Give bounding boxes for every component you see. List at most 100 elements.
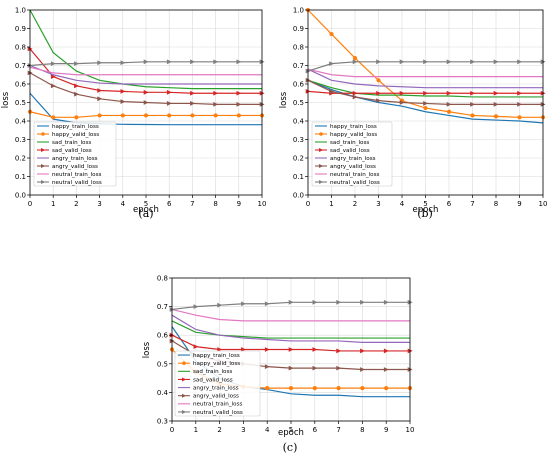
data-point — [423, 105, 428, 111]
legend-marker — [319, 148, 324, 152]
x-tick-label: 9 — [517, 200, 521, 208]
data-point — [517, 101, 523, 107]
x-tick-label: 1 — [51, 200, 55, 208]
data-point — [423, 90, 429, 96]
series-line — [29, 9, 262, 90]
panel-caption: (a) — [138, 207, 153, 220]
data-point — [74, 115, 79, 120]
data-point — [493, 59, 499, 65]
y-tick-label: 1.0 — [293, 7, 304, 15]
legend-label: happy_train_loss — [330, 124, 377, 130]
x-tick-label: 5 — [423, 200, 427, 208]
data-point — [120, 89, 126, 94]
data-point — [493, 101, 499, 107]
y-tick-label: 0.0 — [15, 192, 26, 200]
data-point — [376, 98, 382, 104]
x-tick-label: 4 — [265, 426, 270, 434]
y-axis-label: loss — [279, 91, 289, 108]
series-line — [307, 79, 543, 98]
legend-marker — [41, 164, 46, 168]
y-tick-label: 0.5 — [15, 99, 26, 107]
legend-label: happy_valid_loss — [330, 132, 377, 138]
x-tick-label: 0 — [170, 426, 174, 434]
data-point — [190, 90, 195, 96]
data-point — [470, 90, 476, 96]
legend-label: neutral_valid_loss — [52, 180, 102, 186]
x-tick-label: 9 — [237, 200, 241, 208]
legend-label: angry_train_loss — [52, 156, 98, 162]
y-tick-label: 0.8 — [15, 44, 26, 52]
data-point — [74, 83, 79, 89]
x-tick-label: 3 — [241, 426, 245, 434]
data-point — [360, 367, 365, 372]
data-point — [336, 348, 342, 354]
x-axis-label: epoch — [278, 428, 304, 438]
x-tick-label: 0 — [28, 200, 32, 208]
legend-label: sad_valid_loss — [193, 377, 233, 383]
legend-label: happy_valid_loss — [193, 361, 240, 367]
x-tick-label: 4 — [121, 200, 126, 208]
x-tick-label: 9 — [384, 426, 388, 434]
data-point — [470, 101, 476, 107]
legend-label: angry_train_loss — [330, 156, 376, 162]
x-tick-label: 10 — [258, 200, 267, 208]
legend-label: sad_train_loss — [193, 369, 232, 375]
data-point — [166, 59, 172, 65]
data-point — [312, 386, 317, 391]
data-point — [120, 99, 126, 104]
legend-box — [311, 121, 393, 187]
data-point — [120, 113, 125, 118]
data-point — [193, 304, 199, 309]
panel-caption: (b) — [417, 207, 433, 220]
y-tick-label: 0.9 — [293, 25, 304, 33]
legend-label: angry_valid_loss — [52, 164, 98, 170]
data-point — [264, 364, 270, 370]
y-tick-label: 0.1 — [15, 173, 26, 181]
data-point — [74, 61, 79, 67]
y-tick-label: 1.0 — [15, 7, 26, 15]
y-tick-label: 0.0 — [293, 192, 304, 200]
data-point — [236, 90, 242, 96]
data-point — [329, 31, 334, 37]
data-point — [517, 115, 522, 120]
legend-label: angry_train_loss — [193, 385, 239, 391]
data-point — [312, 299, 318, 305]
data-point — [213, 59, 219, 65]
data-point — [399, 100, 405, 105]
legend-marker — [319, 180, 324, 184]
data-point — [376, 90, 382, 96]
x-tick-label: 0 — [306, 200, 310, 208]
y-tick-label: 0.7 — [15, 62, 26, 70]
data-point — [360, 386, 365, 391]
data-point — [288, 365, 294, 371]
legend-label: neutral_train_loss — [52, 172, 102, 178]
y-tick-label: 0.3 — [293, 136, 304, 144]
data-point — [143, 59, 149, 65]
data-point — [217, 302, 223, 308]
data-point — [236, 101, 242, 107]
chart-panel-b: 0 1 2 3 4 5 6 7 8 9 10 0.0 0.1 0.2 0.3 0.4 0.5 0.6 0.7 0.8 0… — [279, 7, 547, 221]
legend-marker — [182, 393, 187, 398]
y-tick-label: 0.8 — [293, 44, 304, 52]
data-point — [423, 101, 429, 106]
y-tick-label: 0.3 — [157, 418, 168, 426]
series-line — [171, 308, 410, 322]
x-tick-label: 5 — [144, 200, 148, 208]
y-axis-label: loss — [1, 91, 11, 108]
x-tick-label: 8 — [213, 200, 217, 208]
legend-label: neutral_train_loss — [330, 172, 380, 178]
data-point — [265, 386, 270, 391]
legend-label: neutral_valid_loss — [330, 180, 380, 186]
data-point — [352, 56, 358, 61]
data-point — [97, 96, 103, 102]
series-line — [307, 68, 543, 78]
data-point — [120, 60, 126, 66]
legend-label: happy_train_loss — [52, 124, 99, 130]
legend-label: happy_valid_loss — [52, 132, 99, 138]
x-tick-label: 5 — [289, 426, 293, 434]
y-tick-label: 0.2 — [293, 155, 304, 163]
y-tick-label: 0.6 — [15, 81, 27, 89]
series-line — [307, 79, 544, 124]
legend-marker — [41, 180, 46, 184]
legend-label: sad_valid_loss — [330, 148, 370, 154]
